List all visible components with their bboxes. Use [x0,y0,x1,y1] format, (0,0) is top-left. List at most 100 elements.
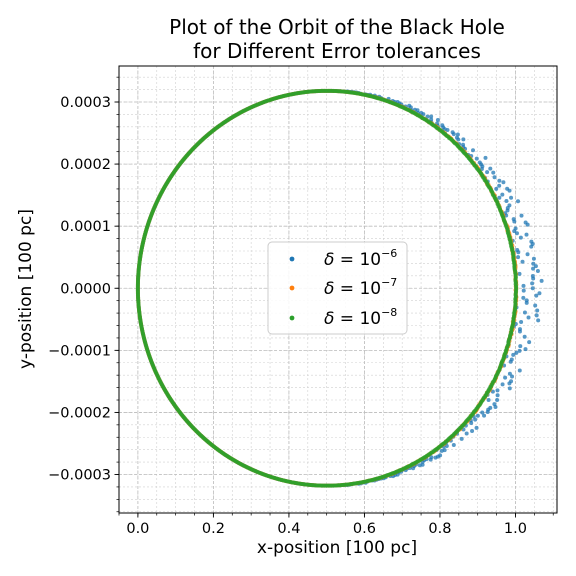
legend-symbol-3: δ [324,309,334,329]
orbit-point [514,231,519,236]
orbit-point [459,436,464,441]
orbit-point [442,448,447,453]
orbit-point [454,135,459,140]
y-axis-ticks: −0.0003 −0.0002 −0.0001 0.0000 0.0001 0.0002 0… [48,76,119,513]
orbit-point [482,413,487,418]
orbit-point [529,239,534,244]
orbit-point [536,318,541,323]
chart-title-line-1: Plot of the Orbit of the Black Hole [169,15,505,39]
orbit-point [500,382,505,387]
orbit-point [494,186,499,191]
orbit-point [440,123,445,128]
x-tick-label: 0.8 [428,521,451,537]
orbit-point [450,130,455,135]
orbit-point [495,398,500,403]
orbit-point [516,199,521,204]
orbit-point [519,319,524,324]
orbit-point [429,114,434,119]
orbit-point [509,195,514,200]
orbit-point [530,274,535,279]
x-axis-ticks: 0.0 0.2 0.4 0.6 0.8 1.0 [118,513,554,537]
orbit-point [530,286,535,291]
y-tick-label: 0.0002 [60,157,111,173]
orbit-point [497,178,502,183]
x-tick-label: 1.0 [504,521,527,537]
orbit-point [491,170,496,175]
y-tick-label: 0.0001 [60,219,111,235]
legend-symbol-1: δ [324,250,334,270]
legend-label-2: δ = 10−7 [324,276,397,299]
orbit-point [429,455,434,460]
orbit-point [518,344,523,349]
orbit-point [509,379,514,384]
chart-title-line-2: for Different Error tolerances [193,39,481,63]
orbit-point [501,180,506,185]
orbit-point [420,462,425,467]
orbit-point [486,397,491,402]
orbit-point [507,386,512,391]
orbit-point [510,374,515,379]
orbit-point [505,186,510,191]
orbit-point [497,195,502,200]
orbit-point [455,132,460,137]
legend-entry-1: δ = 10−6 [289,247,397,270]
orbit-point [464,431,469,436]
orbit-point [483,155,488,160]
orbit-point [475,413,480,418]
legend-box [267,241,408,335]
legend-marker-2 [289,285,295,291]
orbit-point [495,388,500,393]
orbit-point [485,170,490,175]
orbit-point [522,310,527,315]
legend-label-1: δ = 10−6 [324,247,397,270]
plot-frame [118,65,558,514]
orbit-point [488,166,493,171]
legend-symbol-2: δ [324,279,334,299]
orbit-point [534,313,539,318]
orbit-point [509,357,514,362]
orbit-point [531,261,536,266]
orbit-point [451,443,456,448]
y-tick-label: −0.0002 [48,405,111,421]
orbit-point [517,348,522,353]
series-layer [135,88,544,488]
orbit-point [407,103,412,108]
orbit-point [531,266,536,271]
orbit-point [480,410,485,415]
x-tick-label: 0.4 [277,521,300,537]
orbit-point [507,203,512,208]
orbit-point [521,288,526,293]
orbit-point [518,235,523,240]
orbit-point [474,156,479,161]
orbit-point [504,199,509,204]
legend-entry-2: δ = 10−7 [289,276,397,299]
legend-exponent-3: −8 [381,306,397,319]
orbit-point [477,160,482,165]
orbit-point [527,340,532,345]
orbit-point [492,175,497,180]
y-tick-label: 0.0003 [60,95,111,111]
orbit-point [511,217,516,222]
orbit-point [517,327,522,332]
orbit-point [514,287,519,292]
legend-label-3: δ = 10−8 [324,306,397,329]
x-tick-label: 0.6 [353,521,376,537]
orbit-point [492,402,497,407]
legend-exponent-1: −6 [381,247,397,260]
y-tick-label: 0.0000 [60,281,111,297]
orbit-point [503,375,508,380]
y-tick-label: −0.0003 [48,468,111,484]
orbit-point [500,192,505,197]
orbit-point [537,291,542,296]
orbit-point [521,283,526,288]
orbit-point [525,252,530,257]
orbit-point [533,264,538,269]
orbit-point [516,255,521,260]
orbit-point [495,393,500,398]
orbit-point [535,308,540,313]
orbit-point [429,117,434,122]
orbit-point [471,148,476,153]
orbit-point [523,347,528,352]
orbit-point [515,247,520,252]
legend-marker-1 [289,256,295,262]
